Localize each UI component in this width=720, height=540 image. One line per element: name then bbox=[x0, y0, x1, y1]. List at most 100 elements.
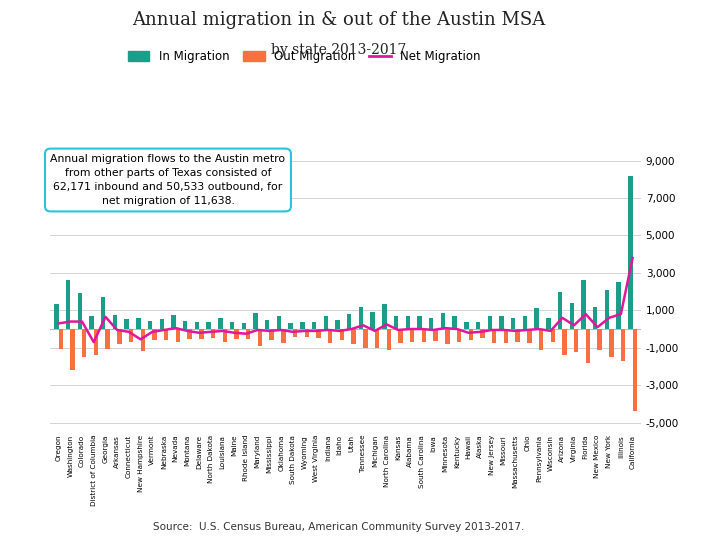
Bar bbox=[562, 329, 567, 355]
Net Migration bbox=[265, 328, 274, 334]
Bar bbox=[410, 329, 415, 342]
Bar bbox=[171, 315, 176, 329]
Net Migration bbox=[230, 329, 238, 336]
Net Migration bbox=[195, 329, 204, 336]
Bar bbox=[558, 292, 562, 329]
Bar bbox=[207, 322, 211, 329]
Line: Net Migration: Net Migration bbox=[58, 258, 633, 342]
Bar bbox=[633, 329, 637, 411]
Net Migration bbox=[523, 327, 531, 333]
Net Migration bbox=[629, 255, 637, 261]
Bar bbox=[405, 316, 410, 329]
Text: Source:  U.S. Census Bureau, American Community Survey 2013-2017.: Source: U.S. Census Bureau, American Com… bbox=[153, 522, 524, 532]
Bar bbox=[340, 329, 344, 340]
Bar bbox=[546, 318, 551, 329]
Bar bbox=[457, 329, 462, 342]
Bar bbox=[187, 329, 192, 339]
Text: Annual migration flows to the Austin metro
from other parts of Texas consisted o: Annual migration flows to the Austin met… bbox=[50, 154, 286, 206]
Net Migration bbox=[336, 328, 344, 334]
Bar bbox=[487, 316, 492, 329]
Bar bbox=[136, 318, 140, 329]
Bar bbox=[293, 329, 297, 338]
Net Migration bbox=[487, 327, 496, 333]
Bar bbox=[328, 329, 333, 343]
Bar bbox=[464, 321, 469, 329]
Net Migration bbox=[207, 329, 215, 335]
Net Migration bbox=[300, 328, 309, 334]
Net Migration bbox=[429, 327, 438, 333]
Net Migration bbox=[570, 322, 578, 328]
Net Migration bbox=[101, 314, 109, 320]
Bar bbox=[504, 329, 508, 343]
Bar bbox=[422, 329, 426, 342]
Net Migration bbox=[464, 329, 473, 336]
Bar bbox=[527, 329, 531, 343]
Bar bbox=[593, 307, 598, 329]
Net Migration bbox=[54, 320, 63, 327]
Bar bbox=[581, 280, 586, 329]
Net Migration bbox=[582, 311, 590, 318]
Net Migration bbox=[183, 328, 192, 334]
Bar bbox=[140, 329, 145, 350]
Bar bbox=[66, 280, 71, 329]
Net Migration bbox=[534, 326, 543, 332]
Bar bbox=[394, 316, 398, 329]
Bar bbox=[176, 329, 180, 342]
Bar bbox=[499, 316, 504, 329]
Net Migration bbox=[405, 326, 414, 332]
Bar bbox=[323, 316, 328, 329]
Bar bbox=[246, 329, 251, 339]
Net Migration bbox=[359, 322, 367, 328]
Bar bbox=[164, 329, 168, 340]
Net Migration bbox=[160, 327, 168, 333]
Net Migration bbox=[89, 339, 98, 346]
Bar bbox=[609, 329, 613, 357]
Bar bbox=[370, 312, 375, 329]
Bar bbox=[194, 322, 199, 329]
Bar bbox=[253, 313, 258, 329]
Net Migration bbox=[78, 318, 86, 325]
Bar bbox=[58, 329, 63, 349]
Bar bbox=[105, 329, 110, 349]
Bar bbox=[148, 321, 153, 329]
Net Migration bbox=[171, 325, 180, 332]
Bar bbox=[289, 323, 293, 329]
Bar bbox=[452, 316, 457, 329]
Bar bbox=[316, 329, 321, 339]
Net Migration bbox=[605, 315, 613, 321]
Net Migration bbox=[616, 311, 625, 318]
Net Migration bbox=[277, 327, 286, 333]
Legend: In Migration, Out Migration, Net Migration: In Migration, Out Migration, Net Migrati… bbox=[128, 50, 481, 63]
Bar bbox=[621, 329, 626, 361]
Bar bbox=[71, 329, 75, 370]
Bar bbox=[242, 323, 246, 329]
Bar bbox=[534, 308, 539, 329]
Bar bbox=[492, 329, 497, 343]
Net Migration bbox=[218, 328, 227, 334]
Bar bbox=[476, 322, 480, 329]
Bar bbox=[398, 329, 402, 343]
Bar bbox=[433, 329, 438, 341]
Bar bbox=[305, 329, 309, 338]
Bar bbox=[445, 329, 449, 344]
Net Migration bbox=[113, 327, 122, 333]
Bar bbox=[160, 319, 164, 329]
Bar bbox=[616, 282, 621, 329]
Bar bbox=[574, 329, 578, 352]
Net Migration bbox=[242, 330, 251, 337]
Bar bbox=[94, 329, 98, 355]
Net Migration bbox=[125, 329, 133, 335]
Bar bbox=[82, 329, 86, 357]
Bar bbox=[539, 329, 544, 349]
Net Migration bbox=[593, 324, 602, 330]
Bar bbox=[222, 329, 227, 342]
Net Migration bbox=[453, 326, 462, 332]
Net Migration bbox=[511, 328, 520, 334]
Bar bbox=[234, 329, 239, 339]
Net Migration bbox=[324, 327, 333, 333]
Net Migration bbox=[546, 328, 555, 334]
Text: Annual migration in & out of the Austin MSA: Annual migration in & out of the Austin … bbox=[132, 11, 545, 29]
Bar bbox=[199, 329, 204, 339]
Net Migration bbox=[394, 327, 402, 333]
Bar bbox=[429, 318, 433, 329]
